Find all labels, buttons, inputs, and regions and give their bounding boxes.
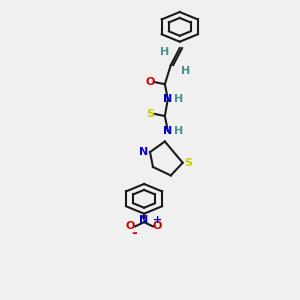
Text: O: O bbox=[153, 221, 162, 231]
Text: -: - bbox=[131, 226, 137, 240]
Text: S: S bbox=[184, 158, 193, 168]
Text: H: H bbox=[160, 47, 170, 57]
Text: O: O bbox=[126, 221, 135, 231]
Text: N: N bbox=[163, 94, 172, 104]
Text: N: N bbox=[140, 147, 149, 157]
Text: H: H bbox=[181, 66, 190, 76]
Text: N: N bbox=[140, 215, 149, 225]
Text: H: H bbox=[174, 94, 183, 104]
Text: S: S bbox=[146, 109, 154, 119]
Text: +: + bbox=[153, 215, 162, 225]
Text: O: O bbox=[145, 77, 155, 87]
Text: H: H bbox=[174, 126, 183, 136]
Text: N: N bbox=[163, 126, 172, 136]
